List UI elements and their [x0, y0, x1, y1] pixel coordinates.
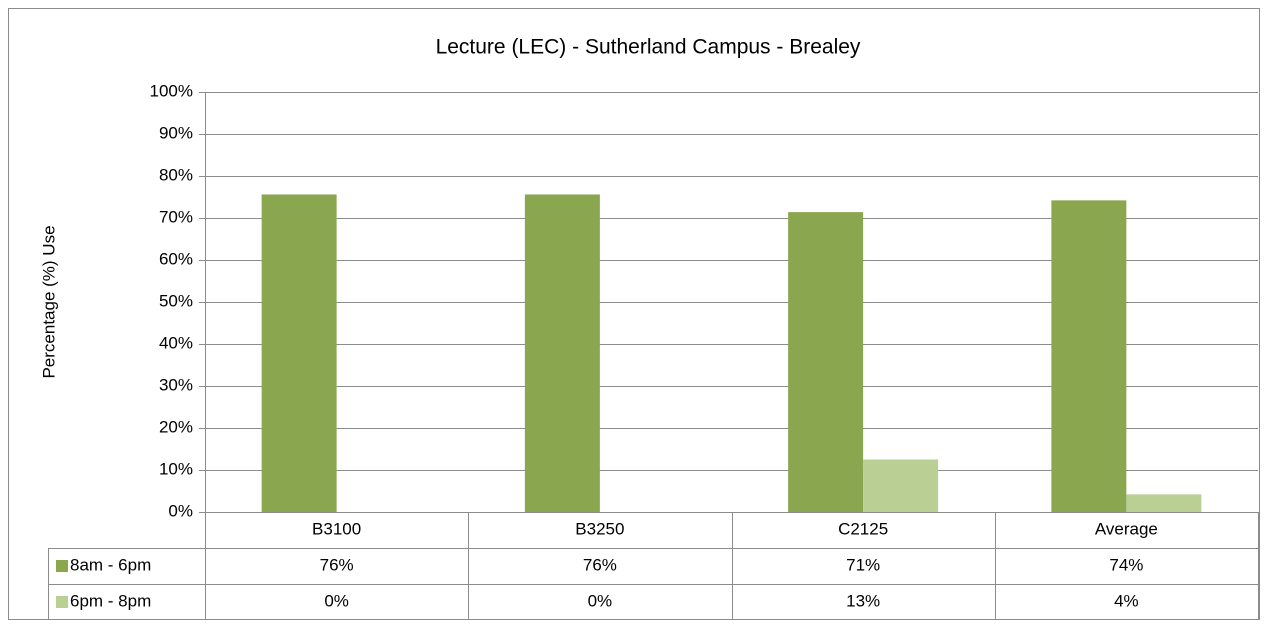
table-cell: 0% [324, 591, 349, 610]
table-cell: 4% [1114, 591, 1139, 610]
table-cell: 74% [1109, 555, 1143, 574]
y-tick-label: 100% [150, 81, 193, 100]
bar [261, 194, 337, 513]
table-cell: 13% [846, 591, 880, 610]
y-tick-label: 80% [159, 165, 193, 184]
y-tick-label: 0% [168, 501, 193, 520]
y-tick-label: 20% [159, 417, 193, 436]
legend-swatch [56, 560, 68, 572]
y-tick-label: 30% [159, 375, 193, 394]
bar [524, 194, 600, 513]
y-tick-label: 40% [159, 333, 193, 352]
chart-frame [8, 8, 1260, 620]
x-tick-label: Average [1095, 519, 1158, 538]
table-cell: 76% [583, 555, 617, 574]
table-cell: 76% [320, 555, 354, 574]
y-tick-label: 90% [159, 123, 193, 142]
y-axis-title: Percentage (%) Use [39, 225, 58, 378]
x-tick-label: C2125 [838, 519, 888, 538]
bar [1051, 200, 1127, 513]
chart-title: Lecture (LEC) - Sutherland Campus - Brea… [436, 36, 861, 59]
legend-label: 6pm - 8pm [70, 591, 151, 610]
y-tick-label: 70% [159, 207, 193, 226]
x-tick-label: B3100 [312, 519, 361, 538]
bar [788, 212, 864, 512]
legend-swatch [56, 596, 68, 608]
y-tick-label: 50% [159, 291, 193, 310]
bar [1126, 494, 1202, 512]
table-cell: 71% [846, 555, 880, 574]
bar [863, 459, 939, 512]
x-tick-label: B3250 [575, 519, 624, 538]
y-tick-label: 60% [159, 249, 193, 268]
legend-label: 8am - 6pm [70, 555, 151, 574]
y-tick-label: 10% [159, 459, 193, 478]
table-cell: 0% [588, 591, 613, 610]
